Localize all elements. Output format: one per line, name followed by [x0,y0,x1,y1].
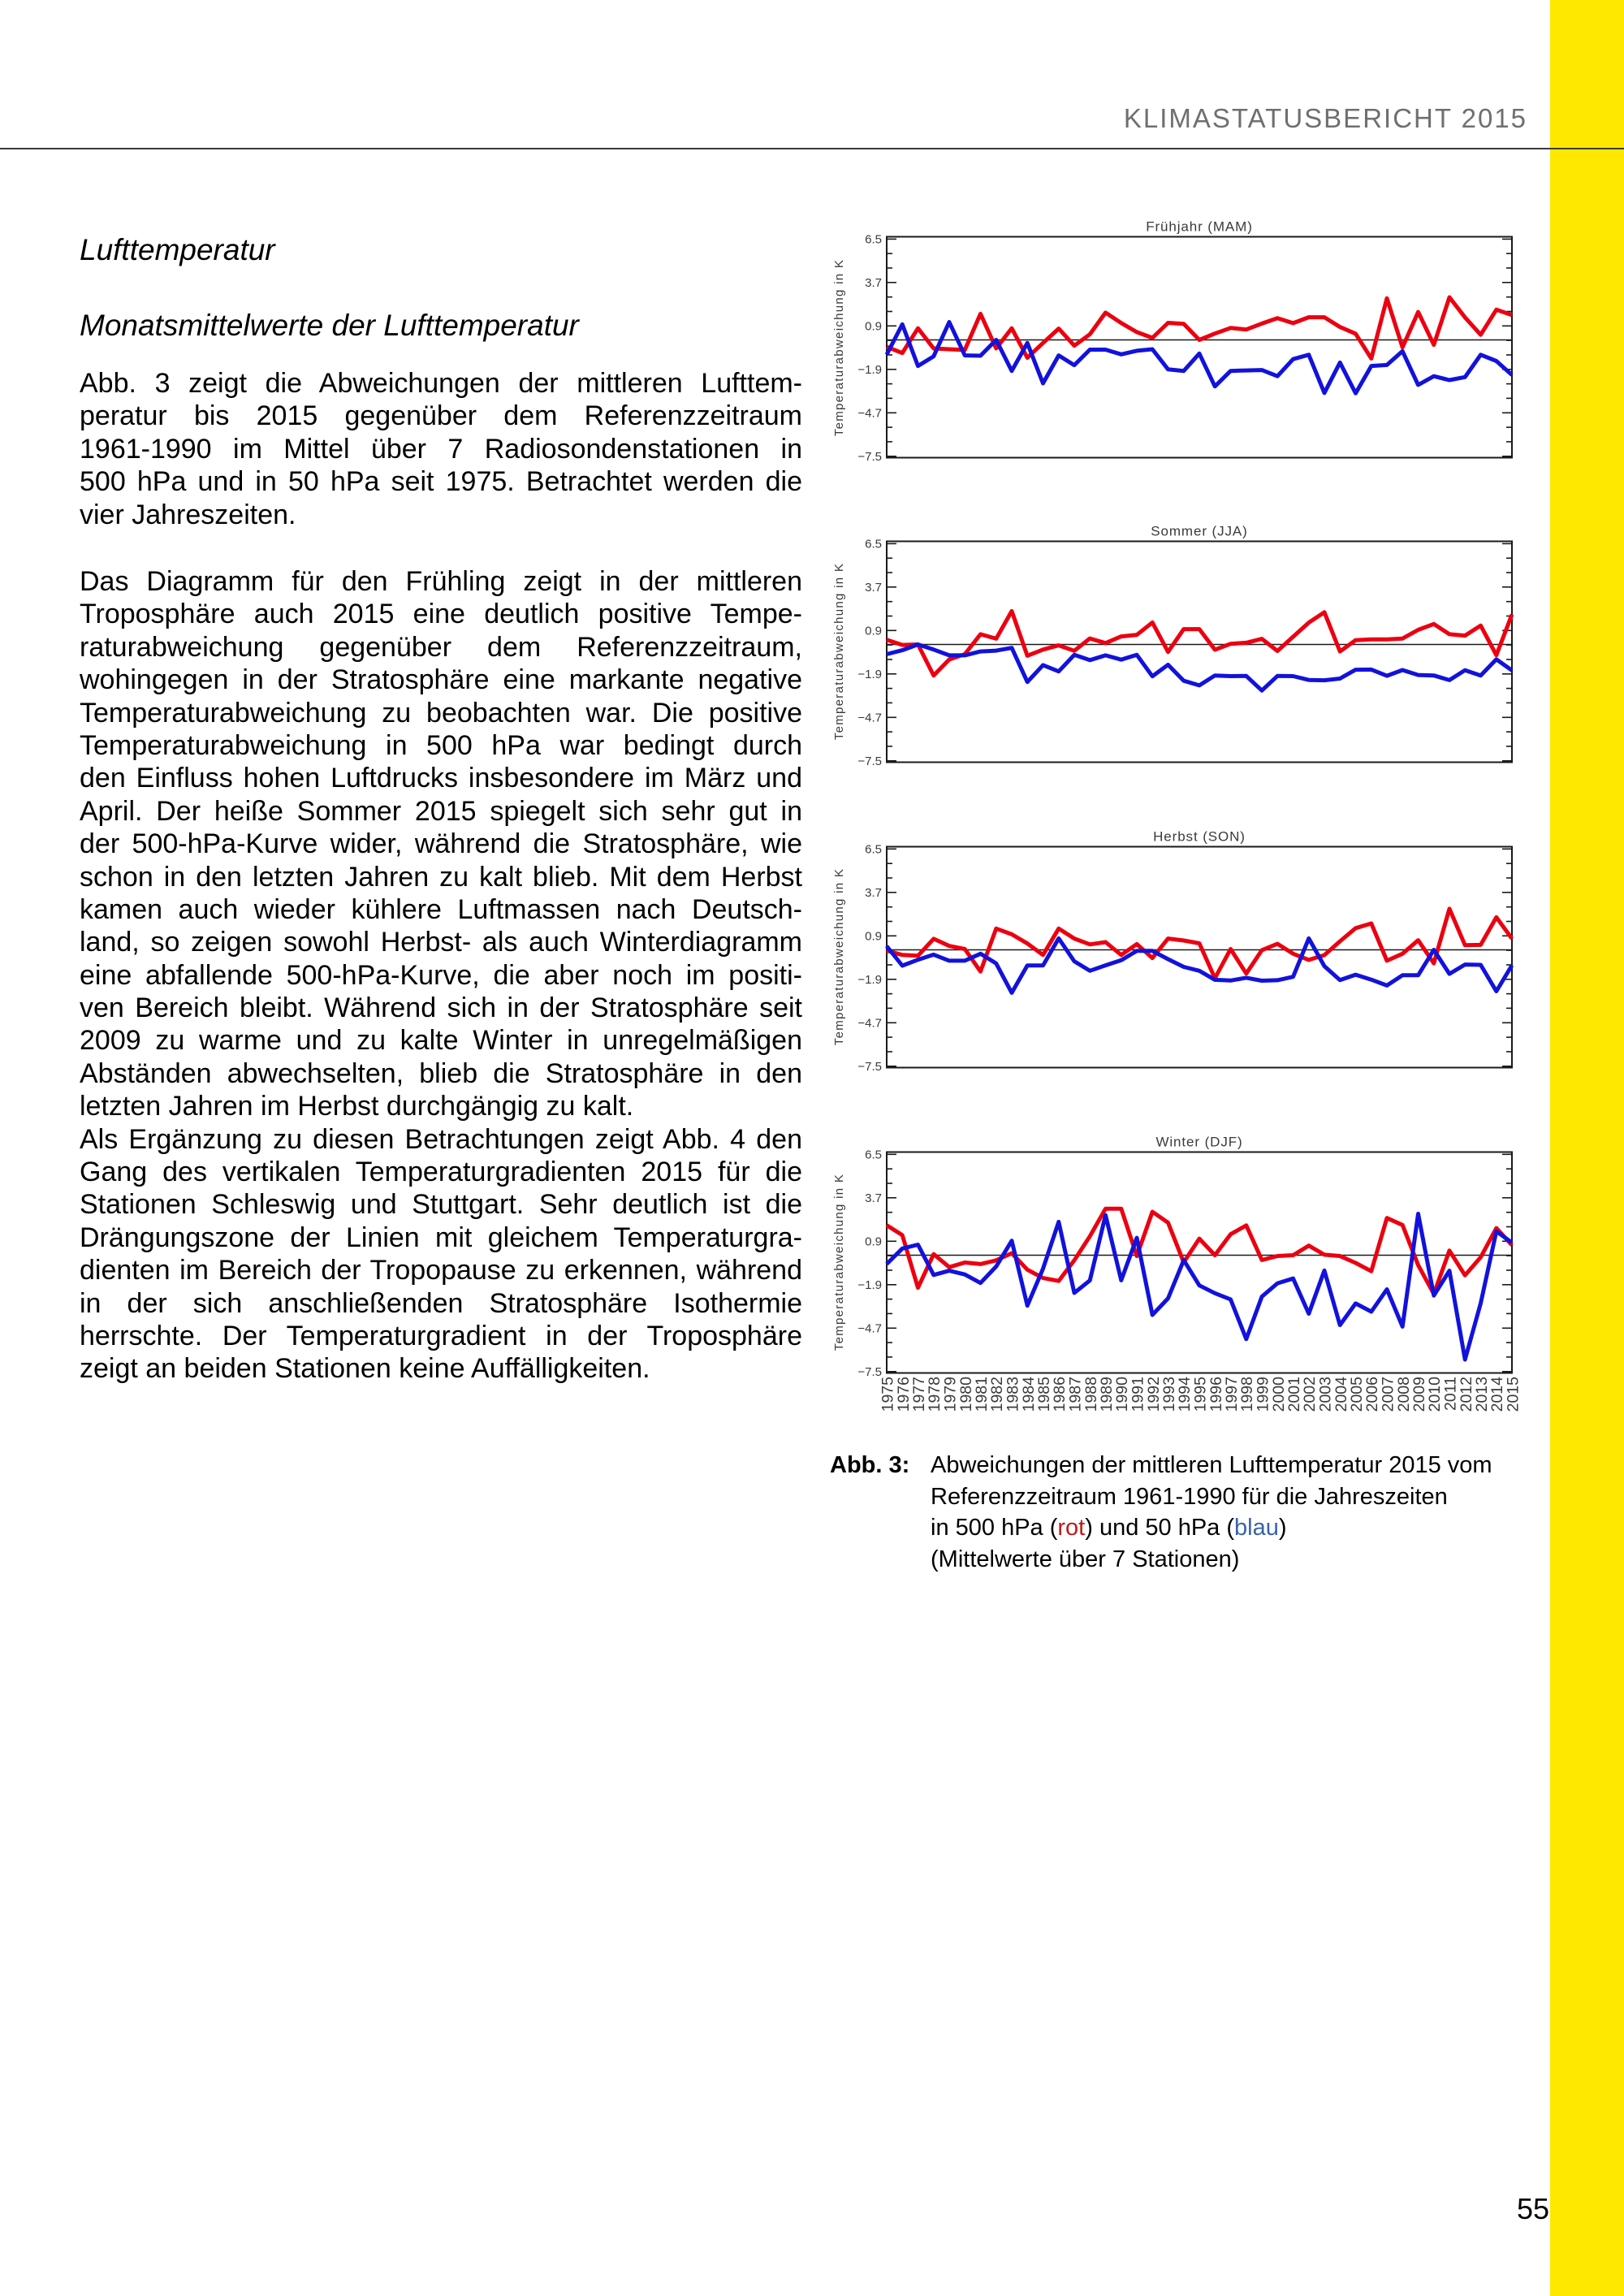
svg-text:1992: 1992 [1145,1377,1163,1412]
svg-text:1980: 1980 [957,1377,975,1412]
svg-text:1998: 1998 [1238,1377,1256,1412]
svg-text:1996: 1996 [1207,1377,1225,1412]
svg-text:−4.7: −4.7 [857,1016,882,1030]
svg-text:0.9: 0.9 [865,929,882,943]
svg-text:1991: 1991 [1129,1377,1147,1412]
svg-text:1976: 1976 [895,1377,913,1412]
svg-text:2004: 2004 [1332,1377,1350,1412]
svg-text:−7.5: −7.5 [857,450,882,464]
svg-text:Sommer (JJA): Sommer (JJA) [1151,524,1247,539]
svg-text:1993: 1993 [1160,1377,1178,1412]
svg-text:2013: 2013 [1473,1377,1491,1412]
svg-text:2010: 2010 [1426,1377,1444,1412]
svg-text:1986: 1986 [1051,1377,1069,1412]
svg-text:2000: 2000 [1270,1377,1288,1412]
svg-text:2003: 2003 [1317,1377,1335,1412]
svg-text:Frühjahr (MAM): Frühjahr (MAM) [1146,219,1253,235]
svg-text:2011: 2011 [1442,1377,1460,1411]
svg-text:−4.7: −4.7 [857,406,882,420]
svg-text:Temperaturabweichung in K: Temperaturabweichung in K [832,259,846,436]
svg-text:1997: 1997 [1223,1377,1241,1412]
svg-text:Winter (DJF): Winter (DJF) [1155,1135,1242,1150]
svg-text:1988: 1988 [1082,1377,1100,1412]
svg-text:−1.9: −1.9 [857,668,882,681]
svg-text:Herbst (SON): Herbst (SON) [1153,829,1246,845]
svg-text:0.9: 0.9 [865,319,882,333]
svg-text:6.5: 6.5 [865,537,882,551]
svg-text:2001: 2001 [1285,1377,1303,1412]
svg-text:1978: 1978 [926,1377,944,1412]
svg-text:0.9: 0.9 [865,1234,882,1248]
svg-text:−4.7: −4.7 [857,1321,882,1335]
svg-text:−1.9: −1.9 [857,1278,882,1292]
svg-text:3.7: 3.7 [865,1191,882,1205]
svg-text:1975: 1975 [879,1377,897,1412]
svg-text:2007: 2007 [1380,1377,1397,1412]
svg-text:2005: 2005 [1348,1377,1366,1412]
svg-text:−7.5: −7.5 [857,755,882,768]
svg-text:−4.7: −4.7 [857,711,882,724]
svg-text:3.7: 3.7 [865,886,882,900]
svg-text:1994: 1994 [1176,1377,1194,1412]
svg-text:3.7: 3.7 [865,276,882,290]
svg-text:1977: 1977 [910,1377,928,1412]
svg-text:6.5: 6.5 [865,232,882,246]
svg-text:2008: 2008 [1395,1377,1413,1412]
svg-text:0.9: 0.9 [865,624,882,638]
svg-text:3.7: 3.7 [865,581,882,595]
svg-text:2015: 2015 [1505,1377,1522,1412]
svg-text:2012: 2012 [1458,1377,1475,1412]
svg-text:−1.9: −1.9 [857,973,882,987]
svg-text:−7.5: −7.5 [857,1060,882,1074]
svg-text:−7.5: −7.5 [857,1365,882,1379]
svg-text:Temperaturabweichung in K: Temperaturabweichung in K [832,563,846,740]
svg-text:1981: 1981 [973,1377,991,1412]
svg-text:2014: 2014 [1488,1377,1506,1412]
svg-text:2002: 2002 [1301,1377,1319,1412]
svg-text:Temperaturabweichung in K: Temperaturabweichung in K [832,868,846,1045]
svg-text:Temperaturabweichung in K: Temperaturabweichung in K [832,1174,846,1351]
svg-text:1984: 1984 [1020,1377,1038,1412]
svg-text:1987: 1987 [1067,1377,1085,1412]
svg-text:1983: 1983 [1004,1377,1022,1412]
svg-text:1989: 1989 [1098,1377,1116,1412]
svg-text:1990: 1990 [1113,1377,1131,1412]
svg-text:−1.9: −1.9 [857,363,882,377]
svg-text:1985: 1985 [1035,1377,1053,1412]
svg-text:6.5: 6.5 [865,1148,882,1161]
svg-text:1979: 1979 [942,1377,960,1412]
svg-text:2009: 2009 [1410,1377,1428,1412]
svg-text:2006: 2006 [1363,1377,1381,1412]
svg-text:1995: 1995 [1192,1377,1210,1412]
svg-text:6.5: 6.5 [865,842,882,856]
svg-text:1982: 1982 [988,1377,1006,1412]
svg-text:1999: 1999 [1255,1377,1272,1412]
